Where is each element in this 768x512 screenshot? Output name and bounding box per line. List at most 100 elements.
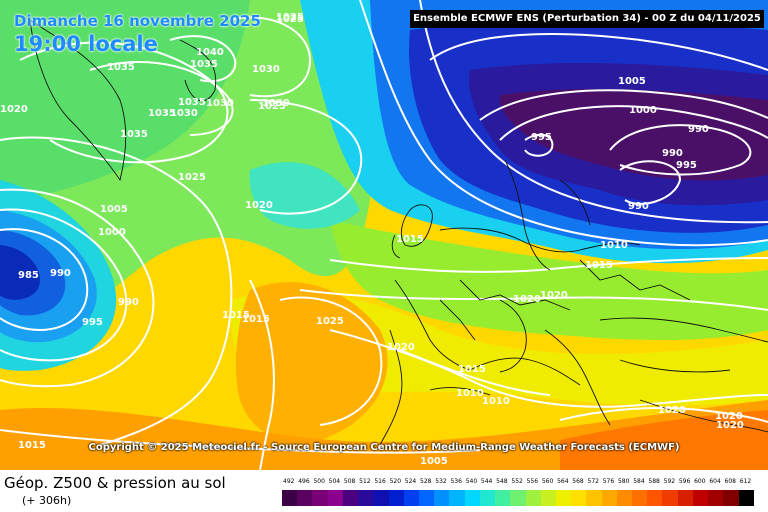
scale-swatch [495, 490, 511, 506]
pressure-label: 1020 [715, 411, 743, 422]
scale-swatch [632, 490, 648, 506]
local-time: 19:00 locale [14, 32, 158, 56]
pressure-label: 1020 [387, 342, 415, 353]
field-purple-east [499, 88, 768, 181]
scale-swatch [692, 490, 709, 506]
scale-swatch [540, 490, 556, 506]
pressure-label: 995 [82, 317, 103, 328]
scale-label: 560 [541, 478, 554, 485]
scale-swatch [479, 490, 496, 506]
forecast-date: Dimanche 16 novembre 2025 [14, 12, 261, 30]
scale-label: 592 [663, 478, 676, 485]
scale-swatch [723, 490, 739, 506]
scale-label: 492 [283, 478, 295, 485]
copyright-notice: Copyright © 2025 Meteociel.fr - Source E… [88, 442, 680, 453]
scale-label: 548 [496, 478, 508, 485]
colour-scale-labels: 492 496 500 504 508 512 516 520 524 528 532 536 540 5… [282, 478, 754, 488]
pressure-label: 1025 [316, 316, 344, 327]
scale-label: 528 [420, 478, 432, 485]
pressure-label: 1035 [107, 62, 135, 73]
forecast-range: (+ 306h) [22, 494, 72, 507]
scale-swatch [297, 490, 313, 506]
pressure-label: 990 [118, 297, 139, 308]
map-title: Géop. Z500 & pression au sol [4, 474, 226, 492]
pressure-label: 1015 [396, 234, 424, 245]
field-orange-azores [235, 282, 388, 443]
field-red-southeast [560, 410, 768, 470]
pressure-label: 1005 [420, 456, 448, 467]
scale-label: 604 [709, 478, 721, 485]
scale-swatch [647, 490, 663, 506]
colour-scale-bar [282, 490, 754, 506]
pressure-label: 990 [50, 268, 71, 279]
field-lightgreen [0, 0, 250, 200]
pressure-label: 1025 [258, 101, 286, 112]
pressure-label: 1005 [618, 76, 646, 87]
pressure-label: 1020 [0, 104, 28, 115]
pressure-label: 985 [18, 270, 39, 281]
scale-swatch [282, 490, 298, 506]
pressure-label: 995 [676, 160, 697, 171]
scale-swatch [525, 490, 541, 506]
pressure-label: 1015 [242, 314, 270, 325]
scale-swatch [677, 490, 693, 506]
pressure-label: 1030 [170, 108, 198, 119]
scale-swatch [388, 490, 404, 506]
scale-swatch [418, 490, 435, 506]
scale-label: 596 [678, 478, 691, 485]
pressure-label: 1025 [276, 14, 304, 25]
scale-label: 576 [602, 478, 615, 485]
scale-swatch [571, 490, 587, 506]
scale-label: 600 [694, 478, 706, 485]
scale-label: 524 [404, 478, 417, 485]
coastlines [29, 19, 768, 446]
scale-label: 564 [557, 478, 569, 485]
scale-swatch [601, 490, 617, 506]
scale-label: 580 [617, 478, 630, 485]
scale-swatch [586, 490, 602, 506]
pressure-label: 1025 [178, 172, 206, 183]
pressure-label: 1010 [456, 388, 484, 399]
scale-swatch [403, 490, 419, 506]
scale-label: 508 [343, 478, 356, 485]
scale-swatch [464, 490, 480, 506]
scale-label: 536 [450, 478, 462, 485]
scale-swatch [358, 490, 374, 506]
scale-label: 552 [511, 478, 523, 485]
isobars [0, 0, 768, 470]
pressure-label: 1005 [100, 204, 128, 215]
scale-swatch [373, 490, 389, 506]
scale-swatch [616, 490, 633, 506]
pressure-label: 1020 [245, 200, 273, 211]
scale-swatch [449, 490, 465, 506]
scale-label: 520 [389, 478, 402, 485]
scale-label: 608 [724, 478, 736, 485]
scale-swatch [327, 490, 343, 506]
scale-swatch [510, 490, 526, 506]
scale-label: 556 [526, 478, 539, 485]
pressure-label: 1015 [18, 440, 46, 451]
scale-label: 500 [313, 478, 325, 485]
pressure-label: 1030 [206, 98, 234, 109]
pressure-label: 1010 [482, 396, 510, 407]
scale-label: 532 [435, 478, 447, 485]
pressure-label: 1020 [513, 294, 541, 305]
pressure-label: 1015 [458, 364, 486, 375]
pressure-label: 1000 [629, 105, 657, 116]
scale-label: 588 [648, 478, 660, 485]
scale-label: 568 [572, 478, 584, 485]
pressure-label: 990 [662, 148, 683, 159]
pressure-label: 1015 [585, 260, 613, 271]
pressure-label: 1020 [540, 290, 568, 301]
pressure-label: 1035 [120, 129, 148, 140]
pressure-label: 995 [531, 132, 552, 143]
pressure-label: 1035 [148, 108, 176, 119]
pressure-label: 1020 [716, 420, 744, 431]
pressure-label: 1020 [658, 405, 686, 416]
field-green-europe [330, 220, 768, 340]
pressure-label: 1000 [98, 227, 126, 238]
scale-swatch [555, 490, 572, 506]
pressure-label: 990 [688, 124, 709, 135]
scale-swatch [342, 490, 359, 506]
